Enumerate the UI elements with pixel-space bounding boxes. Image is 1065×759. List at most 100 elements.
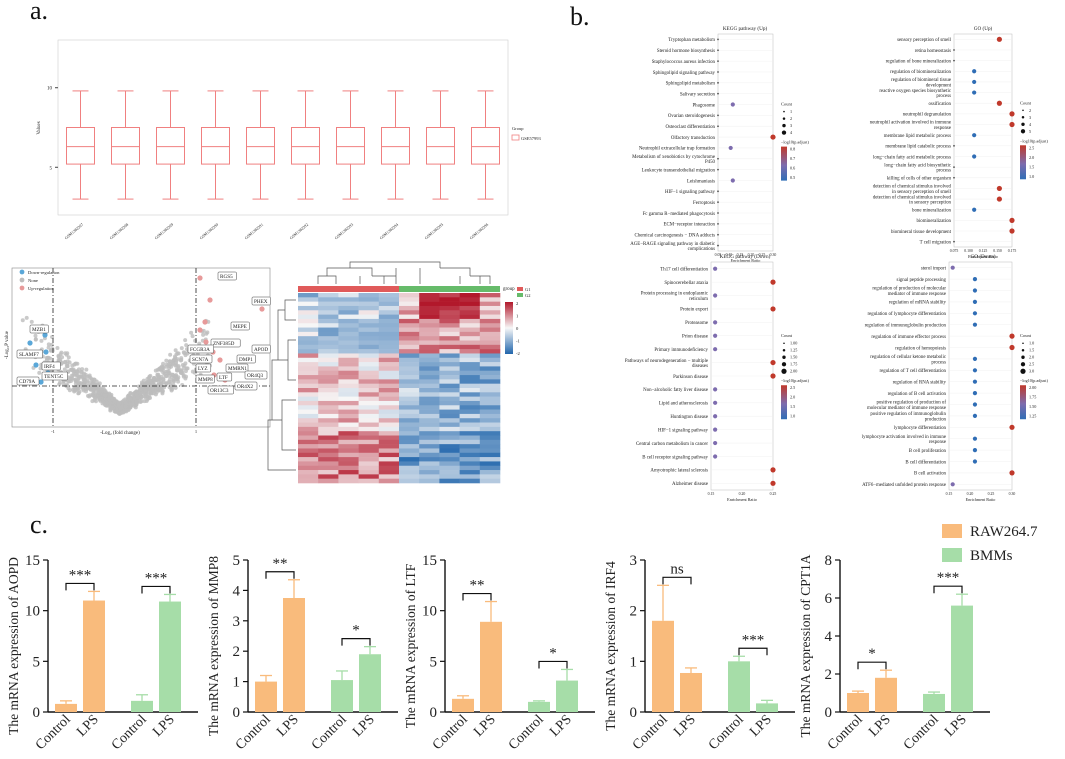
volcano-point-none [117,411,122,416]
heatmap-cell [298,413,319,419]
heatmap-group-bar-g2 [399,286,500,292]
dotplot-xtick-label: 0.05 [715,253,722,257]
dotplot-dot [972,299,978,304]
bar-category-label: LPS [747,712,775,740]
heatmap-cell [439,431,460,436]
volcano-point-none [159,381,164,386]
dotplot-term-label: AGE−RAGE signaling pathway in diabetic [630,242,716,247]
volcano-point-none [148,373,153,378]
heatmap-cell [439,323,460,328]
heatmap-cell [358,366,380,372]
volcano-point-none [168,381,173,386]
heatmap-cell [338,370,359,376]
dotplot-size-legend-label: 4 [1029,122,1032,127]
heatmap-cell [378,388,400,393]
heatmap-cell [479,353,501,359]
volcano-point-none [138,391,143,396]
heatmap-cell [419,478,440,484]
heatmap-cell [459,375,481,380]
volcano-point-none [174,368,179,373]
volcano-gene-label: OR4X2 [237,384,254,390]
heatmap-cell [439,413,460,419]
heatmap-cell [298,465,319,471]
dotplot-dot [728,145,733,151]
heatmap-cell [419,413,440,419]
heatmap-cell [399,418,420,423]
dotplot-dot [972,459,978,464]
volcano-point-none [33,337,38,342]
heatmap-scale-label: 0 [516,326,519,331]
bar-ytick-label: 8 [825,553,833,569]
volcano-point-none [33,333,38,338]
dotplot-term-label: Pathways of neurodegeneration − multiple [625,359,708,364]
dotplot-dot [972,322,978,327]
boxplot-xtick-label: GSM1382290 [199,222,220,240]
heatmap-cell [358,392,380,397]
heatmap-cell [338,418,359,423]
heatmap-cell [439,474,460,479]
volcano-point-none [66,355,71,360]
volcano-gene-label-box [244,370,268,380]
heatmap-cell [298,349,319,354]
volcano-point-none [117,400,122,405]
heatmap-cell [459,439,481,445]
volcano-point-none [75,373,80,378]
volcano-point-none [128,397,133,402]
dotplot-size-legend-label: 2.00 [790,369,797,374]
volcano-point-none [159,374,164,379]
dotplot-term-label: Olfactory transduction [671,136,716,141]
heatmap-cell [459,366,481,372]
bar-ytick-label: 2 [825,667,833,683]
boxplot-box [336,90,365,200]
heatmap-cell [338,396,359,402]
heatmap-cell [459,323,481,328]
heatmap-cell [338,422,359,428]
heatmap-cell [298,357,319,363]
heatmap-cell [459,327,481,333]
heatmap-cell [298,331,319,337]
heatmap-cell [378,470,400,475]
dotplot-term-label: development [926,83,952,88]
heatmap-cell [338,388,359,393]
volcano-point-none [161,377,166,382]
dotplot-xtick-label: 0.15 [946,492,953,496]
bar-category-label: Control [309,712,350,753]
heatmap-cell [419,318,440,324]
heatmap-cell [479,444,501,449]
heatmap-cell [479,418,501,423]
heatmap-cell [298,478,319,484]
heatmap-cell [338,318,359,324]
volcano-gene-label: RGS5 [220,274,233,280]
heatmap-cell [399,349,420,354]
dotplot-term-label: Non−alcoholic fatty liver disease [643,388,708,393]
volcano-point-none [201,332,206,337]
dotplot-xlabel: Enrichment Ratio [731,258,761,263]
boxplot-iqr [201,127,230,165]
boxplot-box [381,90,410,200]
heatmap-cell [378,357,400,363]
heatmap-cell [419,405,440,410]
dotplot-term-label: Ovarian steroidogenesis [668,114,715,119]
heatmap-cell [479,310,501,315]
volcano-point-up [217,357,223,363]
volcano-gene-label-box [16,376,40,386]
volcano-point-down [33,362,39,368]
heatmap-cell [358,349,380,354]
dotplot-size-legend-title: Count [1020,333,1032,338]
volcano-legend-label: Down-regulation [28,270,60,275]
dotplot-dot [972,133,977,138]
volcano-point-none [62,367,67,372]
dotplot-color-legend-label: 2.0 [790,395,795,400]
dotplot-color-legend-label: 1.75 [1029,395,1036,400]
heatmap-cell [358,375,380,380]
dotplot-xtick-label: 0.20 [967,492,974,496]
heatmap-cell [439,379,460,384]
dotplot-term-label: Chemical carcinogenesis − DNA adducts [635,234,716,239]
dotplot-color-legend-label: 2.00 [1029,385,1036,390]
volcano-point-none [153,392,158,397]
dotplot-size-legend-dot [782,348,786,352]
heatmap-cell [318,323,339,328]
dotplot-dot [770,467,776,473]
volcano-gene-label-box [187,344,214,354]
